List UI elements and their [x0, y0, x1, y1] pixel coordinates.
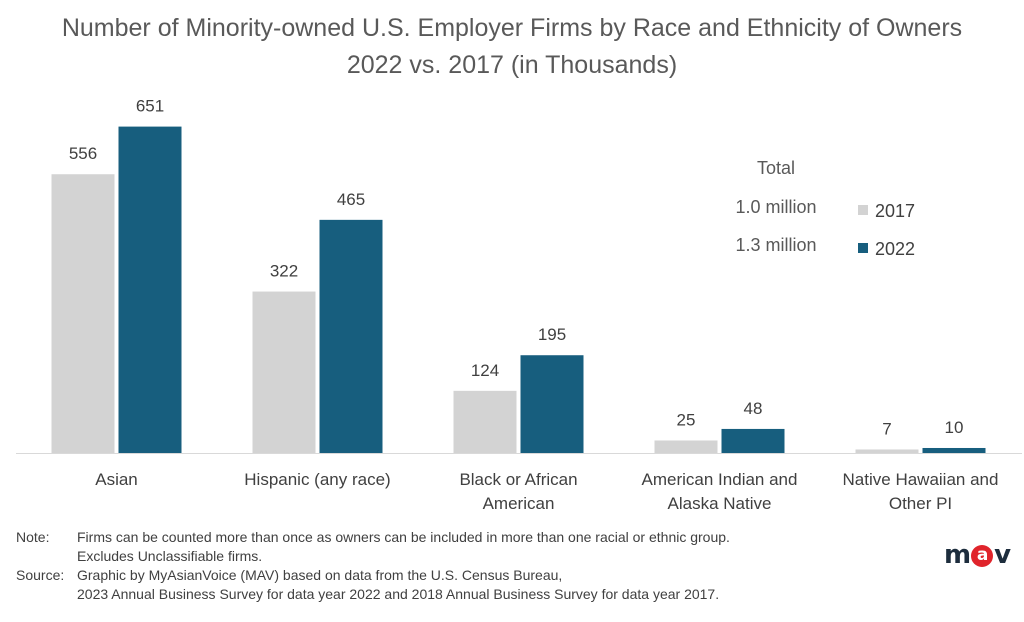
- bar-2017: [855, 449, 919, 453]
- x-tick-label: Other PI: [889, 494, 952, 513]
- bar-2017: [252, 291, 316, 453]
- data-label-2022: 465: [337, 190, 365, 209]
- data-label-2017: 556: [69, 144, 97, 163]
- chart-title: Number of Minority-owned U.S. Employer F…: [0, 10, 1024, 84]
- bar-2017: [453, 390, 517, 453]
- data-label-2022: 195: [538, 325, 566, 344]
- x-tick-label: Asian: [95, 470, 138, 489]
- x-tick-label: Hispanic (any race): [244, 470, 390, 489]
- x-tick-label: Native Hawaiian and: [843, 470, 999, 489]
- x-tick-label: Alaska Native: [668, 494, 772, 513]
- bar-2022: [118, 126, 182, 454]
- source-label: Source:: [16, 567, 65, 583]
- source-text: Graphic by MyAsianVoice (MAV) based on d…: [77, 567, 563, 583]
- totals-heading: Total: [757, 158, 795, 178]
- legend-label-2017: 2017: [875, 201, 915, 221]
- data-label-2022: 10: [945, 418, 964, 437]
- bar-2022: [319, 219, 383, 453]
- bar-2022: [520, 355, 584, 453]
- total-2017: 1.0 million: [735, 197, 816, 217]
- data-label-2017: 7: [882, 419, 891, 438]
- x-tick-label: American: [483, 494, 555, 513]
- bar-2022: [721, 428, 785, 453]
- note-text: Firms can be counted more than once as o…: [77, 529, 730, 545]
- legend-swatch-2022: [858, 243, 868, 253]
- chart-title-line1: Number of Minority-owned U.S. Employer F…: [61, 14, 963, 42]
- source-text-2: 2023 Annual Business Survey for data yea…: [77, 586, 720, 602]
- data-label-2017: 124: [471, 361, 499, 380]
- x-tick-label: American Indian and: [642, 470, 798, 489]
- data-label-2022: 651: [136, 97, 164, 116]
- source-row: Source: Graphic by MyAsianVoice (MAV) ba…: [16, 566, 730, 585]
- note-text-2: Excludes Unclassifiable firms.: [77, 548, 263, 564]
- data-label-2017: 322: [270, 262, 298, 281]
- note-label: Note:: [16, 529, 50, 545]
- bar-2017: [654, 440, 718, 453]
- x-tick-label: Black or African: [459, 470, 577, 489]
- data-label-2017: 25: [677, 410, 696, 429]
- data-label-2022: 48: [744, 399, 763, 418]
- legend-label-2022: 2022: [875, 239, 915, 259]
- total-2022: 1.3 million: [735, 235, 816, 255]
- bar-2022: [922, 447, 986, 453]
- legend-swatch-2017: [858, 205, 868, 215]
- bar-2017: [51, 174, 115, 453]
- footnotes: Note: Firms can be counted more than onc…: [16, 528, 730, 604]
- bar-chart: 556 651 Asian 322 465 Hispanic (any race) 124 1…: [16, 97, 1022, 513]
- note-row: Note: Firms can be counted more than onc…: [16, 528, 730, 547]
- chart-subtitle: 2022 vs. 2017 (in Thousands): [346, 51, 678, 79]
